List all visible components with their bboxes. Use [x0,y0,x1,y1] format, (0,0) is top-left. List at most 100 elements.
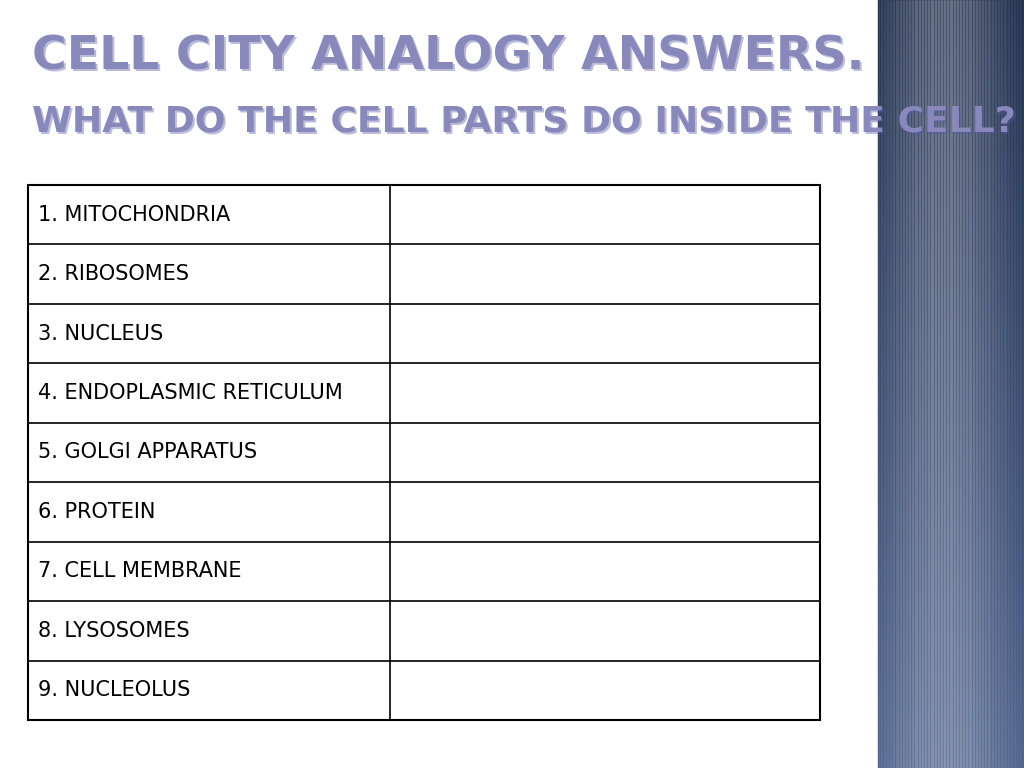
Text: WHAT DO THE CELL PARTS DO INSIDE THE CELL?: WHAT DO THE CELL PARTS DO INSIDE THE CEL… [32,105,1016,139]
Bar [878,240,1024,243]
Text: 5. GOLGI APPARATUS: 5. GOLGI APPARATUS [38,442,257,462]
Bar [878,313,1024,315]
Bar [878,660,1024,663]
Bar [878,743,1024,745]
Bar [878,71,1024,74]
Bar [932,0,934,768]
Bar [878,499,1024,502]
Bar [914,0,915,768]
Bar [878,635,1024,637]
Bar [903,0,904,768]
Bar [969,0,970,768]
Bar [878,300,1024,302]
Bar [878,686,1024,689]
Bar [946,0,948,768]
Bar [996,0,997,768]
Bar [878,701,1024,704]
Text: 7. CELL MEMBRANE: 7. CELL MEMBRANE [38,561,242,581]
Bar [878,25,1024,28]
Bar [985,0,986,768]
Bar [878,374,1024,376]
Bar [878,282,1024,284]
Text: 8. LYSOSOMES: 8. LYSOSOMES [38,621,189,641]
Bar [878,228,1024,230]
Bar [878,574,1024,576]
Bar [878,361,1024,363]
Bar [878,647,1024,650]
Bar [878,576,1024,578]
Bar [878,128,1024,131]
Bar [878,10,1024,13]
Bar [878,161,1024,164]
Bar [878,740,1024,743]
Bar [878,131,1024,133]
Bar [878,766,1024,768]
Bar [878,292,1024,294]
Bar [896,0,897,768]
Bar [878,482,1024,484]
Bar [878,568,1024,571]
Bar [878,509,1024,512]
Bar [878,653,1024,655]
Bar [1010,0,1011,768]
Bar [878,105,1024,108]
Bar [987,0,989,768]
Bar [878,167,1024,169]
Bar [878,138,1024,141]
Bar [986,0,987,768]
Bar [878,310,1024,313]
Bar [878,266,1024,269]
Bar [878,336,1024,338]
Bar [878,98,1024,100]
Bar [878,207,1024,210]
Bar [878,678,1024,681]
Bar [908,0,910,768]
Bar [878,90,1024,92]
Bar [878,453,1024,455]
Bar [878,77,1024,79]
Bar [878,471,1024,474]
Bar [954,0,955,768]
Bar [878,505,1024,507]
Text: 1. MITOCHONDRIA: 1. MITOCHONDRIA [38,205,230,225]
Text: 6. PROTEIN: 6. PROTEIN [38,502,156,522]
Bar [878,707,1024,709]
Bar [878,558,1024,561]
Bar [878,730,1024,732]
Bar [878,724,1024,727]
Bar [993,0,994,768]
Bar [878,146,1024,148]
Bar [942,0,944,768]
Bar [878,492,1024,494]
Bar [878,578,1024,581]
Bar [878,732,1024,735]
Bar [878,159,1024,161]
Bar [878,517,1024,520]
Bar [878,192,1024,194]
Bar [878,225,1024,228]
Bar [878,668,1024,670]
Bar [955,0,956,768]
Bar [28,185,820,720]
Bar [878,735,1024,737]
Bar [878,422,1024,425]
Bar [878,38,1024,41]
Bar [878,745,1024,747]
Bar [992,0,993,768]
Text: CELL CITY ANALOGY ANSWERS.: CELL CITY ANALOGY ANSWERS. [34,37,866,82]
Bar [878,369,1024,371]
Bar [878,23,1024,25]
Bar [878,184,1024,187]
Bar [965,0,966,768]
Bar [898,0,900,768]
Bar [878,179,1024,182]
Bar [878,276,1024,279]
Bar [878,115,1024,118]
Bar [878,36,1024,38]
Bar [878,317,1024,320]
Bar [878,33,1024,36]
Text: 4. ENDOPLASMIC RETICULUM: 4. ENDOPLASMIC RETICULUM [38,383,343,403]
Bar [878,512,1024,515]
Bar [878,31,1024,33]
Bar [878,535,1024,538]
